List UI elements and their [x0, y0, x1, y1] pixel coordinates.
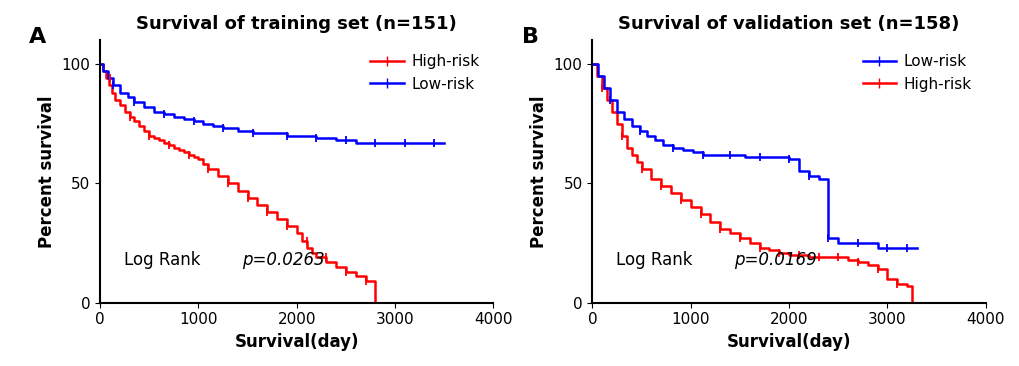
Text: B: B — [521, 27, 538, 47]
Y-axis label: Percent survival: Percent survival — [530, 95, 547, 248]
Title: Survival of validation set (n=158): Survival of validation set (n=158) — [618, 15, 959, 33]
Text: p=0.0169: p=0.0169 — [734, 251, 816, 269]
Y-axis label: Percent survival: Percent survival — [38, 95, 56, 248]
Text: Log Rank: Log Rank — [123, 251, 205, 269]
X-axis label: Survival(day): Survival(day) — [727, 333, 851, 351]
Legend: Low-risk, High-risk: Low-risk, High-risk — [856, 48, 977, 98]
Text: Log Rank: Log Rank — [615, 251, 697, 269]
Text: A: A — [30, 27, 47, 47]
Text: p=0.0263: p=0.0263 — [242, 251, 324, 269]
Title: Survival of training set (n=151): Survival of training set (n=151) — [137, 15, 457, 33]
Legend: High-risk, Low-risk: High-risk, Low-risk — [364, 48, 485, 98]
X-axis label: Survival(day): Survival(day) — [234, 333, 359, 351]
